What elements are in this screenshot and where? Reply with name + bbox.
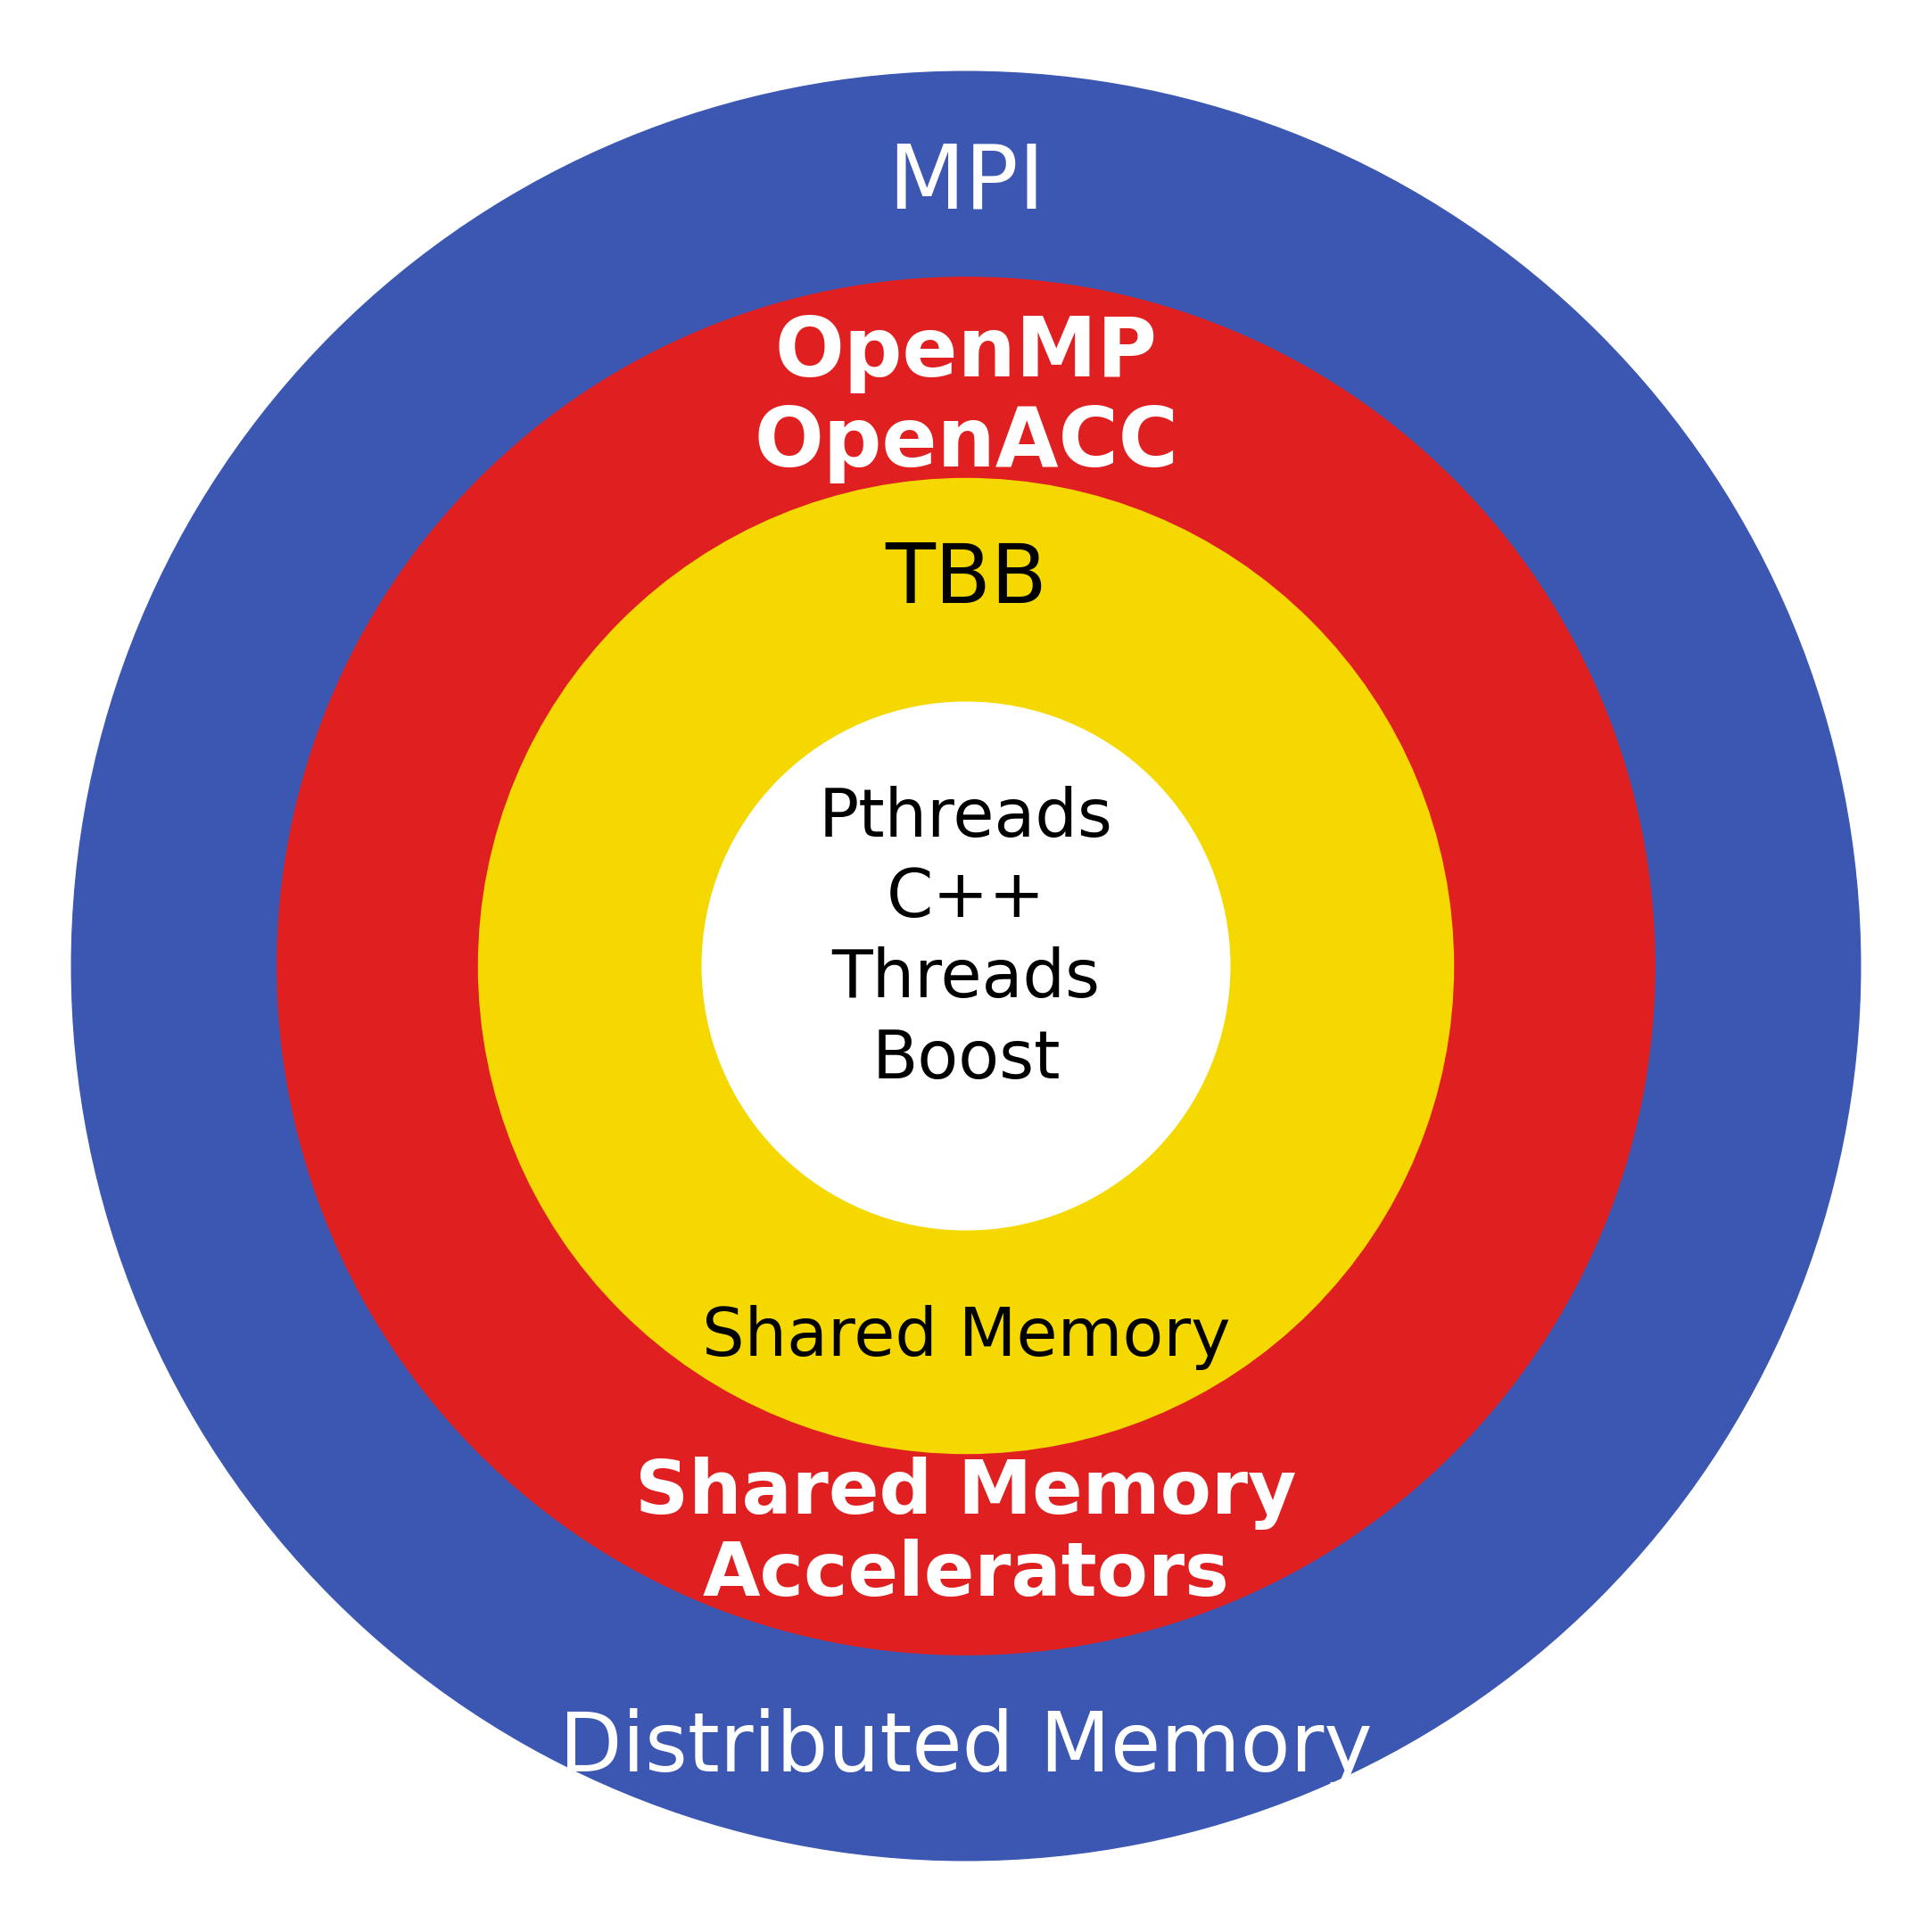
Circle shape [479, 479, 1453, 1453]
Circle shape [71, 71, 1861, 1861]
Circle shape [701, 701, 1231, 1231]
Text: MPI: MPI [887, 141, 1045, 226]
Circle shape [278, 278, 1654, 1654]
Text: TBB: TBB [885, 539, 1047, 620]
Text: Pthreads
C++
Threads
Boost: Pthreads C++ Threads Boost [819, 786, 1113, 1092]
Text: Shared Memory: Shared Memory [701, 1304, 1231, 1370]
Text: OpenMP
OpenACC: OpenMP OpenACC [753, 313, 1179, 483]
Text: Distributed Memory: Distributed Memory [560, 1708, 1372, 1789]
Text: Shared Memory
Accelerators: Shared Memory Accelerators [636, 1457, 1296, 1611]
